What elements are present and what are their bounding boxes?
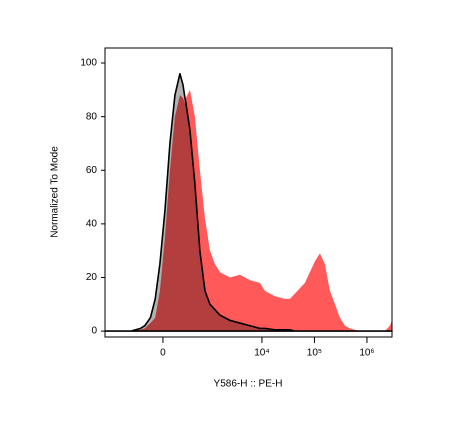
plot-frame — [104, 47, 393, 338]
y-tick-label: 80 — [86, 111, 98, 122]
x-tick-label: 10⁶ — [359, 348, 374, 359]
y-tick-label: 0 — [91, 326, 97, 337]
y-axis-label: Normalized To Mode — [50, 146, 61, 238]
x-tick-label: 10⁴ — [254, 348, 269, 359]
x-tick-label: 10⁵ — [307, 348, 322, 359]
histogram-area — [105, 89, 392, 332]
histogram-area — [104, 72, 393, 332]
y-tick-label: 100 — [80, 58, 97, 69]
y-tick-label: 40 — [86, 219, 98, 230]
x-axis-label: Y586-H :: PE-H — [214, 379, 283, 390]
x-tick-label: 0 — [160, 348, 166, 359]
y-tick-label: 60 — [86, 165, 98, 176]
y-tick-label: 20 — [86, 272, 98, 283]
